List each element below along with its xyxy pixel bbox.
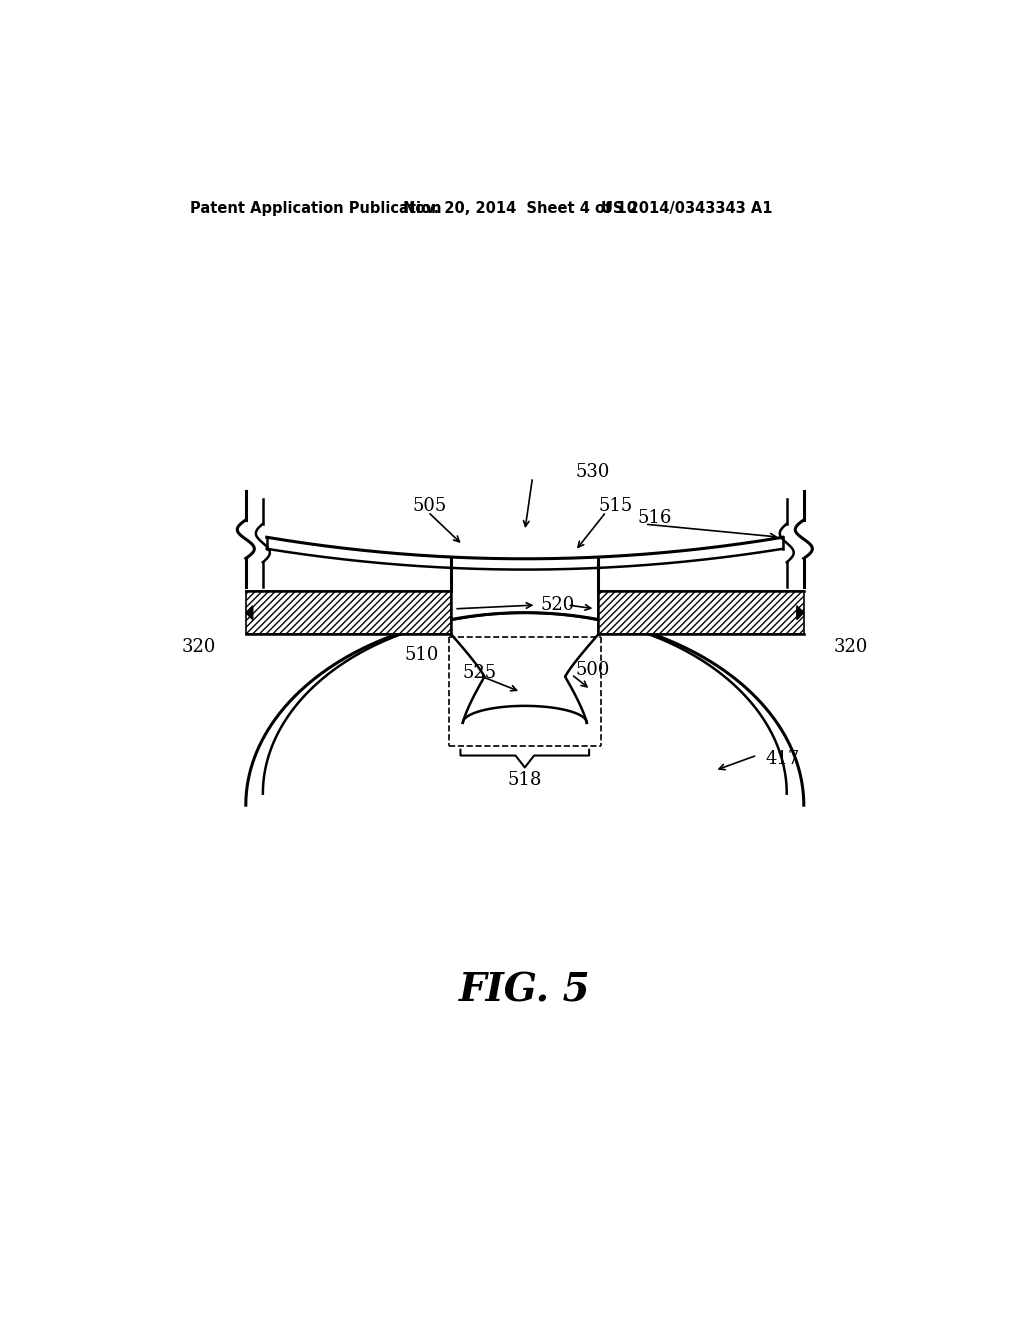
Text: 525: 525 <box>463 664 497 681</box>
Polygon shape <box>797 606 804 619</box>
Text: 530: 530 <box>575 463 609 480</box>
Text: 520: 520 <box>541 597 574 614</box>
Text: FIG. 5: FIG. 5 <box>459 972 591 1008</box>
Text: Nov. 20, 2014  Sheet 4 of 10: Nov. 20, 2014 Sheet 4 of 10 <box>403 201 637 216</box>
Text: 417: 417 <box>765 750 800 768</box>
Text: 505: 505 <box>413 498 446 515</box>
Text: Patent Application Publication: Patent Application Publication <box>190 201 441 216</box>
Text: 515: 515 <box>598 498 633 515</box>
Bar <box>598 591 804 635</box>
Bar <box>246 591 452 635</box>
Text: US 2014/0343343 A1: US 2014/0343343 A1 <box>601 201 772 216</box>
Text: 516: 516 <box>637 510 672 527</box>
Text: 518: 518 <box>508 771 542 789</box>
Text: 500: 500 <box>575 661 609 680</box>
Text: 320: 320 <box>182 639 216 656</box>
Text: 320: 320 <box>834 639 867 656</box>
Text: 510: 510 <box>404 645 439 664</box>
Polygon shape <box>246 606 253 619</box>
